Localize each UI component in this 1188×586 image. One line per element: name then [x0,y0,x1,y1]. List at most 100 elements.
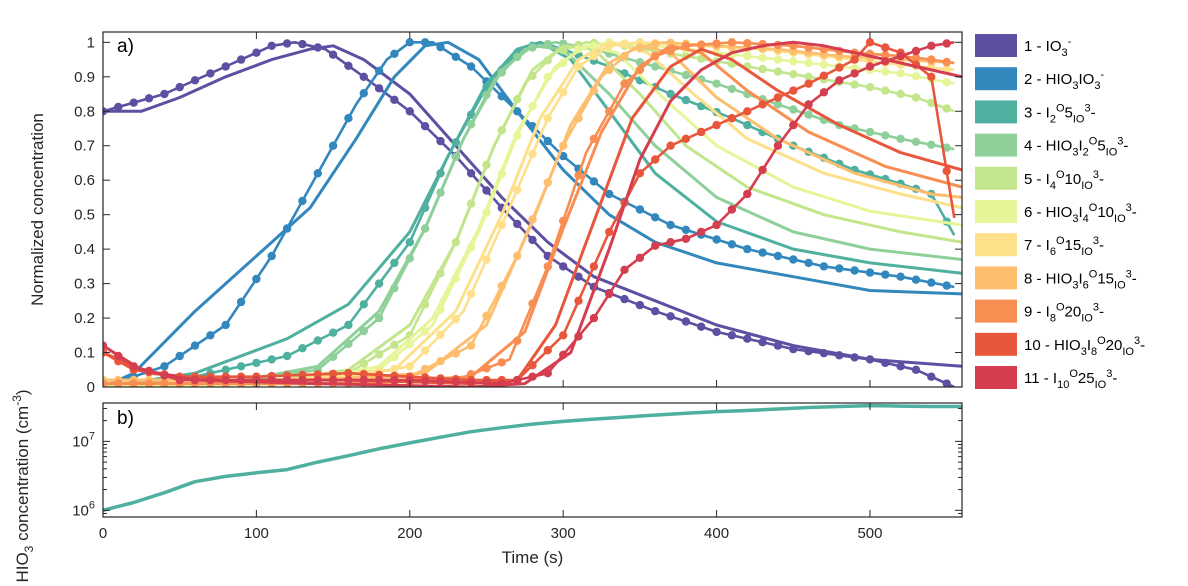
series-1-point [835,351,844,360]
series-7-point [620,39,629,49]
x-tick-label: 300 [551,525,576,542]
series-1-point [804,347,813,356]
series-11-point [743,189,752,199]
series-7-point [390,364,399,374]
series-3-point [420,203,430,212]
legend-swatch-11 [975,366,1017,389]
series-1-point [819,349,829,358]
series-1-point [850,353,859,362]
series-10-point [697,127,706,137]
series-1-point [666,312,675,321]
series-6-point [420,327,430,336]
series-2-point [282,224,292,233]
series-11-point [298,375,307,385]
series-10-point [543,346,552,355]
series-10-point [881,43,890,52]
series-2-point [850,266,859,275]
series-11-point [911,46,921,56]
series-3-point [466,110,476,119]
series-2-point [881,270,890,279]
series-10-point [819,71,829,80]
series-9-point [129,379,138,387]
series-11-point [881,57,890,66]
series-9-point [559,216,568,226]
series-10-point [850,55,859,64]
series-6-point [758,53,767,62]
series-8-point [436,357,445,366]
series-6-point [911,72,921,81]
series-2-point [743,244,752,254]
series-3-point [436,169,445,178]
series-1-point [865,355,875,364]
series-2-point [175,351,184,361]
series-1-point [344,61,353,70]
series-2-point [221,320,230,330]
series-11-point [605,289,614,299]
panel-a: 0 0.1 0.2 0.3 0.4 0.5 0.6 0.7 0.8 0.9 1 a) Normalize… [28,31,963,396]
series-2-point [835,264,844,273]
series-6-point [390,352,399,362]
series-3-point [374,279,384,288]
series-4-point [528,43,537,52]
series-10-point [804,79,813,88]
series-6-point [543,72,552,82]
series-7-point [482,255,491,264]
series-11-point [344,375,353,385]
series-11-point [144,366,154,376]
series-10-point [359,369,368,379]
series-11-point [758,165,767,175]
series-11-point [466,378,476,387]
series-7-point [528,149,537,159]
panel-a-axes-box [102,31,963,388]
series-9-point [466,370,476,379]
series-7-point [420,346,430,355]
series-11-point [160,371,169,380]
series-6-point [743,51,752,61]
series-11-point [206,375,215,385]
x-tick-label: 200 [397,525,422,542]
series-7-point [451,314,460,324]
series-3-point [405,238,414,247]
series-11-point [103,341,108,350]
legend-swatch-5 [975,166,1017,190]
legend-swatch-1 [975,34,1017,57]
series-9-point [635,65,645,75]
x-tick-label: 0 [99,525,107,542]
series-11-point [835,76,844,85]
legend-label-3: 3 - I2O5IO3- [1024,102,1096,125]
series-9-point [697,40,706,49]
legend-label-6: 6 - HIO3I4O10IO3- [1024,202,1137,225]
series-7-point [466,289,476,299]
series-6-point [896,69,905,78]
series-11-point [420,376,430,385]
series-6-point [881,67,890,76]
series-1-point [328,50,338,59]
series-11-point [528,372,537,381]
series-4-point [543,39,552,49]
series-1-simulated-line [103,44,962,368]
series-8-point [559,141,568,150]
series-8-point [651,39,660,49]
series-9-point [605,107,614,116]
series-6-point [559,58,568,68]
series-1-point [359,72,368,82]
series-11-point [666,238,675,247]
series-4-point [513,52,522,62]
series-5-point [543,56,552,65]
series-11-point [559,350,568,359]
series-8-point [482,311,491,320]
series-3-point [681,95,691,105]
series-5-point [497,126,506,135]
series-2-point [160,362,169,371]
series-9-point [911,53,921,62]
log-y-tick-label: 107 [72,430,95,450]
series-11-point [359,375,368,385]
legend-swatch-9 [975,299,1017,323]
series-11-point [221,375,230,385]
series-7-point [589,51,599,61]
panel-b-axes-box [102,402,963,518]
series-4-point [374,313,384,323]
series-8-point [451,349,460,358]
panel-a-y-axis-label: Normalized concentration [28,113,47,306]
hio3-concentration-line [102,403,962,512]
